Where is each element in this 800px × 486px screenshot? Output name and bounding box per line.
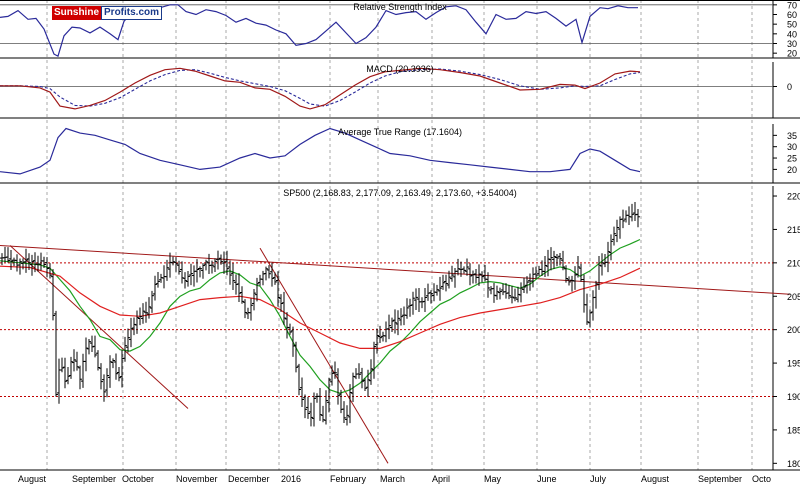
rsi-line bbox=[0, 4, 638, 57]
rsi-tick-label: 30 bbox=[787, 39, 797, 49]
x-axis-month-label: September bbox=[698, 474, 742, 484]
atr-tick-label: 30 bbox=[787, 142, 797, 152]
rsi-tick-label: 70 bbox=[787, 0, 797, 10]
moving-average-MA-long bbox=[0, 265, 641, 349]
logo-part-sunshine: Sunshine bbox=[52, 6, 102, 20]
atr-line bbox=[0, 127, 641, 175]
price-tick-label: 2150 bbox=[787, 225, 800, 235]
x-axis-month-label: October bbox=[122, 474, 154, 484]
price-tick-label: 2000 bbox=[787, 325, 800, 335]
macd-panel-title: MACD (20.3936) bbox=[366, 64, 434, 74]
price-tick-label: 1950 bbox=[787, 359, 800, 369]
atr-tick-label: 35 bbox=[787, 131, 797, 141]
x-axis-month-label: Octo bbox=[752, 474, 771, 484]
x-axis-month-label: August bbox=[641, 474, 670, 484]
price-bars bbox=[0, 202, 640, 427]
x-axis-month-label: June bbox=[537, 474, 557, 484]
x-axis-month-label: 2016 bbox=[281, 474, 301, 484]
rsi-tick-label: 40 bbox=[787, 29, 797, 39]
trendline-steep-decline-1 bbox=[9, 245, 189, 409]
price-tick-label: 2200 bbox=[787, 192, 800, 202]
price-tick-label: 1900 bbox=[787, 392, 800, 402]
macd-tick-label: 0 bbox=[787, 82, 792, 92]
trendline-long-term-resistance bbox=[0, 244, 791, 295]
x-axis-month-label: December bbox=[228, 474, 270, 484]
trendline-steep-decline-2 bbox=[259, 247, 389, 464]
atr-tick-label: 20 bbox=[787, 165, 797, 175]
x-axis-month-label: May bbox=[484, 474, 502, 484]
macd-line bbox=[0, 67, 641, 110]
x-axis-month-label: September bbox=[72, 474, 116, 484]
x-axis-month-label: March bbox=[380, 474, 405, 484]
x-axis-month-label: August bbox=[18, 474, 47, 484]
rsi-tick-label: 50 bbox=[787, 20, 797, 30]
macd-signal-line bbox=[0, 68, 641, 107]
price-tick-label: 2050 bbox=[787, 292, 800, 302]
rsi-panel-title: Relative Strength Index bbox=[353, 2, 447, 12]
x-axis-month-label: April bbox=[432, 474, 450, 484]
rsi-tick-label: 20 bbox=[787, 49, 797, 59]
logo-part-profits: Profits.com bbox=[101, 6, 163, 20]
atr-panel-title: Average True Range (17.1604) bbox=[338, 127, 462, 137]
atr-tick-label: 25 bbox=[787, 154, 797, 164]
x-axis-month-label: November bbox=[176, 474, 218, 484]
sunshine-profits-logo: Sunshine Profits.com bbox=[52, 6, 163, 20]
x-axis-month-label: July bbox=[590, 474, 607, 484]
price-panel-title: SP500 (2,168.83, 2,177.09, 2,163.49, 2,1… bbox=[283, 188, 516, 198]
x-axis-month-label: February bbox=[330, 474, 367, 484]
price-tick-label: 1850 bbox=[787, 425, 800, 435]
moving-average-MA-short bbox=[0, 238, 641, 394]
price-tick-label: 1800 bbox=[787, 459, 800, 469]
rsi-tick-label: 60 bbox=[787, 10, 797, 20]
price-tick-label: 2100 bbox=[787, 258, 800, 268]
